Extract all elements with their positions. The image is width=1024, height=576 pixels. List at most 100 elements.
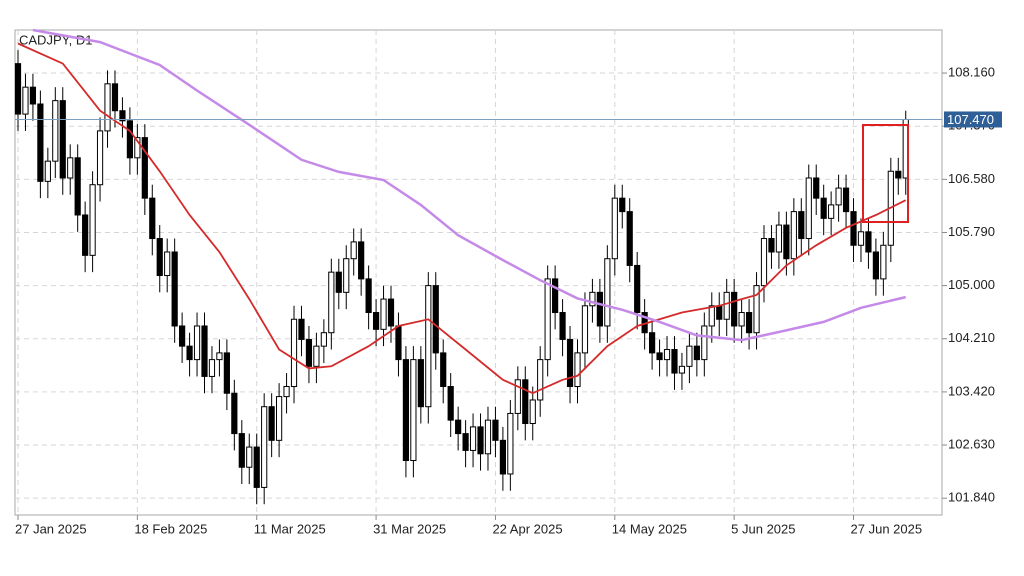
candle-body bbox=[186, 345, 193, 361]
candle-body bbox=[783, 224, 790, 260]
candle-body bbox=[775, 224, 783, 253]
price-label: 107.470 bbox=[947, 112, 994, 127]
candle-body bbox=[581, 305, 589, 354]
candle-body bbox=[589, 291, 596, 307]
candle-body bbox=[865, 231, 872, 253]
candle-body bbox=[37, 103, 44, 182]
candle-body bbox=[544, 278, 551, 361]
candle-body bbox=[514, 379, 521, 414]
candle-body bbox=[895, 170, 902, 179]
candle-body bbox=[119, 110, 126, 122]
candle-body bbox=[104, 83, 111, 132]
candle-body bbox=[604, 258, 611, 327]
y-tick-label: 105.000 bbox=[948, 277, 995, 292]
candle-body bbox=[350, 241, 357, 260]
highlight-box bbox=[862, 124, 909, 223]
candle-body bbox=[432, 285, 439, 354]
y-tick-label: 105.790 bbox=[948, 224, 995, 239]
candle-body bbox=[469, 426, 477, 451]
candle-body bbox=[492, 419, 499, 441]
candle-body bbox=[387, 298, 395, 327]
candle-body bbox=[14, 63, 22, 115]
candle-body bbox=[857, 231, 865, 246]
candle-body bbox=[335, 271, 342, 293]
candle-body bbox=[141, 137, 148, 199]
candle-body bbox=[365, 278, 372, 314]
candle-body bbox=[708, 305, 715, 327]
candle-body bbox=[253, 446, 260, 488]
candle-body bbox=[343, 258, 350, 293]
candle-body bbox=[663, 349, 671, 361]
candle-body bbox=[298, 318, 305, 340]
y-tick-label: 108.160 bbox=[948, 64, 995, 79]
candle-body bbox=[290, 318, 298, 388]
x-tick-label: 31 Mar 2025 bbox=[373, 521, 446, 536]
candle-body bbox=[880, 244, 887, 280]
candle-body bbox=[67, 157, 74, 179]
candle-body bbox=[246, 446, 253, 468]
moving-average bbox=[32, 28, 906, 342]
candle-body bbox=[440, 352, 447, 388]
candle-body bbox=[29, 86, 37, 105]
candle-body bbox=[835, 187, 842, 206]
candle-body bbox=[872, 251, 879, 280]
candle-body bbox=[559, 312, 566, 340]
candle-body bbox=[820, 197, 827, 219]
candle-body bbox=[134, 137, 141, 159]
candle-body bbox=[216, 352, 223, 361]
y-tick-label: 103.420 bbox=[948, 383, 995, 398]
candle-body bbox=[686, 345, 693, 367]
y-tick-label: 106.580 bbox=[948, 171, 995, 186]
moving-average bbox=[17, 42, 907, 395]
candle-body bbox=[358, 241, 365, 280]
candle-body bbox=[410, 359, 417, 462]
candle-body bbox=[701, 325, 708, 361]
candle-body bbox=[455, 419, 462, 435]
candle-body bbox=[74, 157, 81, 216]
candle-body bbox=[790, 211, 797, 260]
x-tick-label: 27 Jan 2025 bbox=[15, 521, 87, 536]
candle-body bbox=[798, 211, 805, 240]
candle-body bbox=[552, 278, 559, 314]
x-tick-label: 27 Jun 2025 bbox=[851, 521, 923, 536]
candle-body bbox=[626, 211, 633, 266]
candle-body bbox=[305, 338, 313, 367]
candle-body bbox=[671, 349, 678, 374]
candle-body bbox=[760, 238, 768, 287]
candle-body bbox=[611, 197, 618, 260]
candle-body bbox=[566, 338, 574, 388]
candle-body bbox=[328, 271, 335, 334]
candle-body bbox=[507, 412, 514, 475]
candle-body bbox=[223, 352, 230, 394]
candle-body bbox=[417, 359, 424, 408]
candle-body bbox=[89, 184, 96, 256]
price-label-box bbox=[944, 111, 1002, 128]
candle-body bbox=[753, 285, 760, 334]
candle-body bbox=[813, 177, 820, 199]
candle-body bbox=[201, 325, 208, 377]
candle-body bbox=[484, 419, 492, 455]
candle-body bbox=[842, 187, 850, 213]
candle-body bbox=[320, 332, 327, 347]
candle-body bbox=[850, 211, 857, 246]
candle-body bbox=[179, 325, 186, 347]
candle-body bbox=[126, 120, 134, 159]
candle-body bbox=[208, 359, 216, 377]
candle-body bbox=[402, 359, 410, 462]
candle-body bbox=[828, 204, 835, 219]
candle-body bbox=[596, 291, 603, 327]
candle-body bbox=[649, 332, 656, 354]
candle-body bbox=[52, 100, 59, 162]
candle-body bbox=[22, 86, 29, 115]
candle-body bbox=[96, 130, 104, 186]
candle-body bbox=[276, 396, 283, 441]
candle-body bbox=[156, 238, 163, 277]
candle-body bbox=[44, 160, 51, 182]
candle-body bbox=[395, 325, 402, 361]
candle-body bbox=[380, 298, 387, 330]
candle-body bbox=[716, 305, 723, 320]
candle-body bbox=[82, 214, 89, 256]
candle-body bbox=[193, 325, 201, 361]
x-tick-label: 18 Feb 2025 bbox=[134, 521, 207, 536]
